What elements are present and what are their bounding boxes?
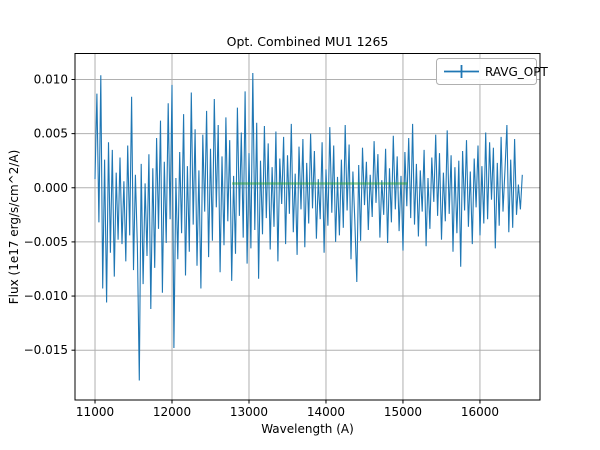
flux-series-line bbox=[94, 72, 523, 381]
chart-title: Opt. Combined MU1 1265 bbox=[227, 34, 389, 49]
y-tick-label: 0.000 bbox=[34, 181, 68, 195]
legend-entry-label: RAVG_OPT bbox=[485, 65, 548, 79]
x-tick-label: 14000 bbox=[307, 405, 345, 419]
y-tick-label: 0.010 bbox=[34, 72, 68, 86]
y-tick-label: 0.005 bbox=[34, 127, 68, 141]
legend: RAVG_OPT bbox=[436, 58, 548, 85]
data-series bbox=[94, 72, 523, 381]
errorbar-marker-icon bbox=[444, 65, 479, 78]
x-tick-label: 11000 bbox=[76, 405, 114, 419]
axes-frame bbox=[74, 53, 541, 401]
y-tick-label: −0.015 bbox=[24, 343, 68, 357]
x-tick-label: 13000 bbox=[230, 405, 268, 419]
y-tick-label: −0.005 bbox=[24, 235, 68, 249]
axis-ticks: 11000 12000 13000 14000 15000 16000 0.010 0.005… bbox=[24, 72, 499, 419]
x-tick-label: 16000 bbox=[461, 405, 499, 419]
y-axis-label: Flux (1e17 erg/s/cm^2/A) bbox=[7, 150, 21, 305]
x-axis-label: Wavelength (A) bbox=[261, 422, 354, 436]
y-tick-label: −0.010 bbox=[24, 289, 68, 303]
x-tick-label: 15000 bbox=[384, 405, 422, 419]
x-tick-label: 12000 bbox=[153, 405, 191, 419]
